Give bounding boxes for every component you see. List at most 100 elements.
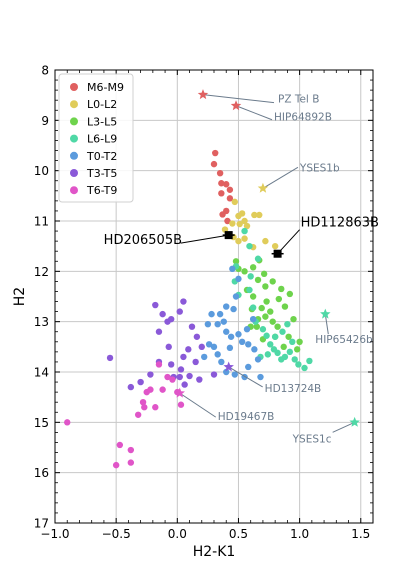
point-t0-t2: [223, 303, 230, 310]
x-tick-label: −0.5: [102, 527, 131, 541]
point-l3-l5: [262, 283, 269, 290]
point-t6-t9: [155, 361, 163, 368]
point-t3-t5: [106, 354, 114, 362]
label-yses1c: YSES1c: [292, 433, 332, 445]
y-tick-label: 13: [34, 315, 49, 329]
point-t0-t2: [205, 341, 213, 348]
x-axis-label: H2-K1: [193, 544, 236, 560]
point-t3-t5: [185, 346, 192, 353]
label-hip64892b: HIP64892B: [274, 112, 332, 124]
point-l0-l2: [238, 210, 246, 217]
point-l3-l5: [254, 276, 262, 284]
point-t6-t9: [141, 404, 148, 411]
label-yses1b: YSES1b: [299, 162, 340, 174]
point-t6-t9: [147, 386, 154, 393]
point-t3-t5: [188, 323, 196, 330]
legend-label-t0-t2: T0-T2: [86, 150, 117, 163]
label-hd13724b: HD13724B: [265, 383, 322, 395]
point-t3-t5: [193, 333, 201, 340]
point-t0-t2: [214, 351, 221, 358]
legend-marker-t0-t2: [70, 151, 78, 160]
point-l3-l5: [249, 264, 257, 271]
point-l6-l9: [301, 364, 308, 372]
legend-label-l6-l9: L6-L9: [87, 133, 117, 146]
point-t3-t5: [186, 372, 193, 380]
point-m6-m9: [219, 211, 226, 218]
point-l6-l9: [306, 357, 313, 365]
point-t6-t9: [139, 399, 147, 406]
point-t6-t9: [169, 376, 176, 383]
point-m6-m9: [212, 149, 219, 157]
leader-hip64892b: [235, 105, 273, 121]
legend-marker-l3-l5: [70, 117, 78, 126]
featured-objects: [174, 89, 360, 427]
point-t3-t5: [167, 361, 175, 368]
point-t0-t2: [235, 275, 242, 283]
label-hd19467b: HD19467B: [218, 411, 275, 423]
point-l3-l5: [286, 290, 294, 298]
point-l6-l9: [259, 326, 267, 333]
data-points: [64, 149, 313, 469]
point-l6-l9: [263, 332, 270, 339]
point-l3-l5: [296, 338, 303, 345]
point-t0-t2: [208, 310, 215, 318]
point-t0-t2: [226, 344, 234, 352]
y-tick-label: 16: [34, 466, 49, 480]
point-l3-l5: [293, 346, 301, 353]
point-t6-t9: [134, 411, 142, 418]
y-tick-label: 15: [34, 416, 49, 430]
point-t3-t5: [210, 371, 218, 378]
point-l6-l9: [295, 361, 302, 368]
point-l0-l2: [243, 222, 251, 230]
point-t3-t5: [127, 383, 135, 391]
point-t6-t9: [127, 459, 135, 466]
y-tick-label: 10: [34, 164, 49, 178]
leader-hd13724b: [228, 366, 263, 388]
point-t3-t5: [180, 353, 187, 361]
point-t6-t9: [164, 373, 171, 381]
point-m6-m9: [218, 180, 225, 187]
point-l6-l9: [247, 273, 254, 280]
x-tick-label: 1.5: [351, 527, 370, 541]
point-t0-t2: [230, 305, 237, 313]
label-hip65426b: HIP65426b: [315, 334, 373, 346]
legend-label-m6-m9: M6-M9: [87, 81, 124, 94]
point-t0-t2: [249, 315, 257, 323]
point-l0-l2: [262, 237, 269, 245]
legend-marker-t6-t9: [70, 186, 78, 195]
annotation-leaders: [179, 94, 355, 433]
point-l6-l9: [286, 348, 294, 356]
point-l3-l5: [269, 278, 276, 285]
point-t6-t9: [159, 386, 166, 393]
legend-label-l0-l2: L0-L2: [87, 98, 117, 111]
point-l3-l5: [278, 285, 285, 293]
leader-yses1c: [332, 421, 355, 433]
leader-yses1b: [262, 166, 299, 189]
point-t0-t2: [204, 320, 212, 328]
point-m6-m9: [226, 186, 234, 193]
point-l6-l9: [246, 286, 253, 294]
legend-label-t6-t9: T6-T9: [86, 184, 117, 197]
annotation-labels: PZ Tel B HIP64892B YSES1b HD112863B HD206505…: [104, 94, 379, 446]
point-l6-l9: [291, 356, 298, 363]
point-t3-t5: [155, 328, 163, 335]
point-t6-t9: [127, 446, 135, 454]
point-t0-t2: [201, 353, 208, 361]
y-tick-label: 17: [34, 517, 49, 531]
label-pz-tel-b: PZ Tel B: [278, 94, 319, 106]
point-t3-t5: [176, 373, 183, 381]
point-l6-l9: [281, 353, 289, 361]
point-t0-t2: [235, 331, 242, 338]
point-m6-m9: [226, 195, 234, 202]
y-tick-label: 14: [34, 366, 49, 380]
point-l3-l5: [262, 313, 269, 320]
point-t3-t5: [165, 343, 172, 351]
marker-hip65426b: [320, 308, 331, 319]
point-l3-l5: [260, 270, 268, 278]
label-hd112863b: HD112863B: [301, 216, 379, 231]
point-l6-l9: [264, 351, 272, 358]
point-l3-l5: [232, 258, 240, 265]
point-t0-t2: [238, 338, 246, 345]
y-tick-label: 11: [34, 215, 49, 229]
